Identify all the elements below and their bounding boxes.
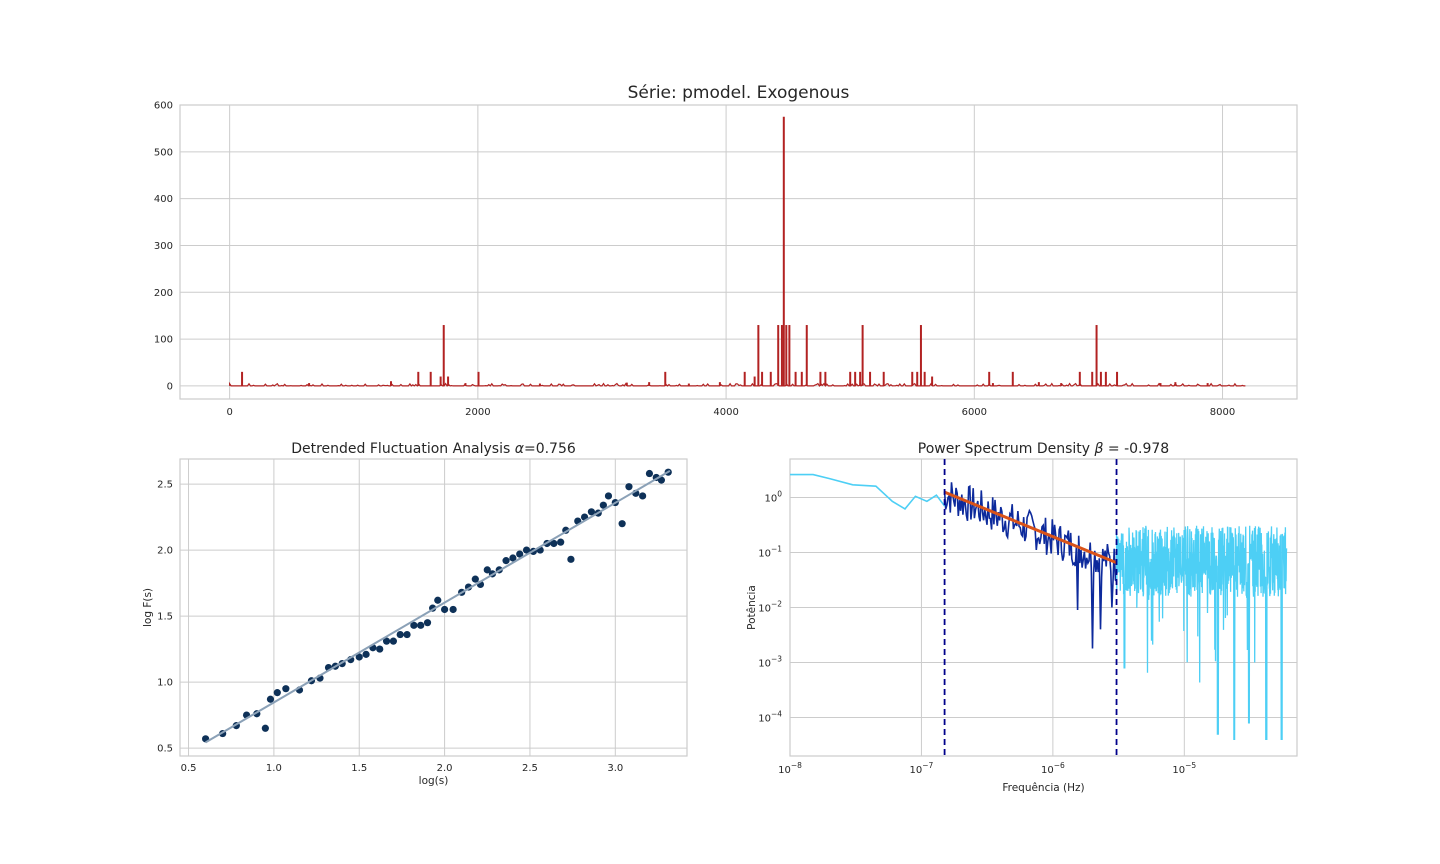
y-tick-label: 0	[167, 381, 173, 392]
fit-line	[205, 470, 671, 744]
y-tick-label: 10−3	[758, 655, 782, 670]
data-point	[266, 695, 275, 703]
y-tick-label: 300	[154, 241, 173, 252]
data-point	[509, 554, 517, 562]
plot-frame	[789, 458, 1298, 757]
data-point	[434, 596, 442, 604]
plot-frame	[179, 458, 688, 757]
data-point	[376, 645, 384, 653]
psd-plot: 10−8 10−7 10−6 10−5 100 10−1 10−2 10−3 10−4 Power…	[746, 441, 1298, 794]
data-point	[483, 566, 491, 574]
data-point	[362, 650, 370, 658]
y-tick-label: 2.0	[157, 546, 173, 557]
data-point	[389, 637, 397, 645]
time-series-plot: 0 2000 4000 6000 8000 0 100 200 300 400 500 600 Séri…	[154, 83, 1298, 418]
data-point	[282, 685, 290, 693]
x-tick-label: 6000	[962, 407, 987, 418]
x-tick-label: 1.5	[351, 763, 367, 774]
y-tick-label: 400	[154, 194, 173, 205]
data-point	[502, 557, 510, 565]
y-tick-label: 1.0	[157, 678, 173, 689]
data-point	[440, 605, 449, 614]
y-tick-label: 100	[154, 335, 173, 346]
power-law-fit-line	[944, 490, 1118, 565]
data-point	[261, 724, 269, 732]
y-tick-label: 10−2	[758, 600, 782, 615]
chart-title: Power Spectrum Density β = -0.978	[918, 441, 1169, 457]
data-point	[403, 630, 411, 639]
data-point	[639, 492, 647, 500]
data-point	[599, 501, 607, 509]
data-point	[557, 538, 565, 546]
data-point	[625, 483, 633, 491]
data-point	[657, 476, 665, 484]
data-point	[516, 550, 524, 558]
x-tick-label: 0.5	[181, 763, 197, 774]
y-tick-label: 0.5	[157, 744, 173, 755]
data-point	[273, 689, 281, 697]
x-axis-label: Frequência (Hz)	[1002, 782, 1084, 794]
y-tick-label: 500	[154, 147, 173, 158]
x-axis-label: log(s)	[419, 775, 449, 787]
data-point	[604, 492, 613, 500]
data-point	[645, 469, 654, 478]
chart-title: Detrended Fluctuation Analysis α=0.756	[291, 441, 576, 457]
y-tick-label: 10−4	[758, 710, 782, 725]
plot-frame	[179, 104, 1298, 400]
psd-fit-band-line	[943, 482, 1118, 649]
x-tick-label: 4000	[713, 407, 738, 418]
data-point	[587, 508, 596, 516]
data-point	[522, 546, 531, 554]
data-point	[382, 637, 391, 645]
y-tick-label: 600	[154, 101, 173, 112]
data-point	[410, 621, 418, 629]
x-tick-label: 10−6	[1041, 761, 1065, 776]
x-tick-label: 1.0	[266, 763, 282, 774]
data-point	[396, 630, 404, 639]
y-axis-label: log F(s)	[142, 588, 154, 627]
psd-high-freq-line	[1115, 525, 1288, 741]
y-axis-label: Potência	[746, 585, 758, 630]
dfa-plot: 0.5 1.0 1.5 2.0 2.5 3.0 0.5 1.0 1.5 2.0 2.5 Detrend…	[142, 441, 688, 787]
data-point	[355, 653, 363, 661]
data-point	[423, 619, 432, 627]
x-tick-label: 8000	[1210, 407, 1235, 418]
data-point	[417, 621, 425, 629]
data-point	[471, 575, 479, 583]
x-tick-label: 2.5	[522, 763, 538, 774]
x-tick-label: 3.0	[607, 763, 623, 774]
y-tick-label: 10−1	[758, 544, 782, 559]
data-point	[567, 555, 575, 563]
x-tick-label: 10−5	[1172, 761, 1196, 776]
data-point	[449, 605, 457, 614]
x-tick-label: 10−8	[778, 761, 802, 776]
x-tick-label: 0	[226, 407, 232, 418]
data-point	[618, 520, 626, 528]
psd-low-freq-line	[790, 473, 946, 510]
y-tick-label: 200	[154, 288, 173, 299]
chart-title: Série: pmodel. Exogenous	[628, 83, 850, 103]
x-tick-label: 10−7	[910, 761, 934, 776]
y-tick-label: 1.5	[157, 612, 173, 623]
data-point	[550, 539, 558, 548]
x-tick-label: 2000	[465, 407, 490, 418]
y-tick-label: 2.5	[157, 480, 173, 491]
y-tick-label: 100	[764, 489, 782, 504]
psd-lines	[790, 473, 1288, 741]
x-tick-label: 2.0	[437, 763, 453, 774]
series-baseline	[228, 381, 1246, 387]
